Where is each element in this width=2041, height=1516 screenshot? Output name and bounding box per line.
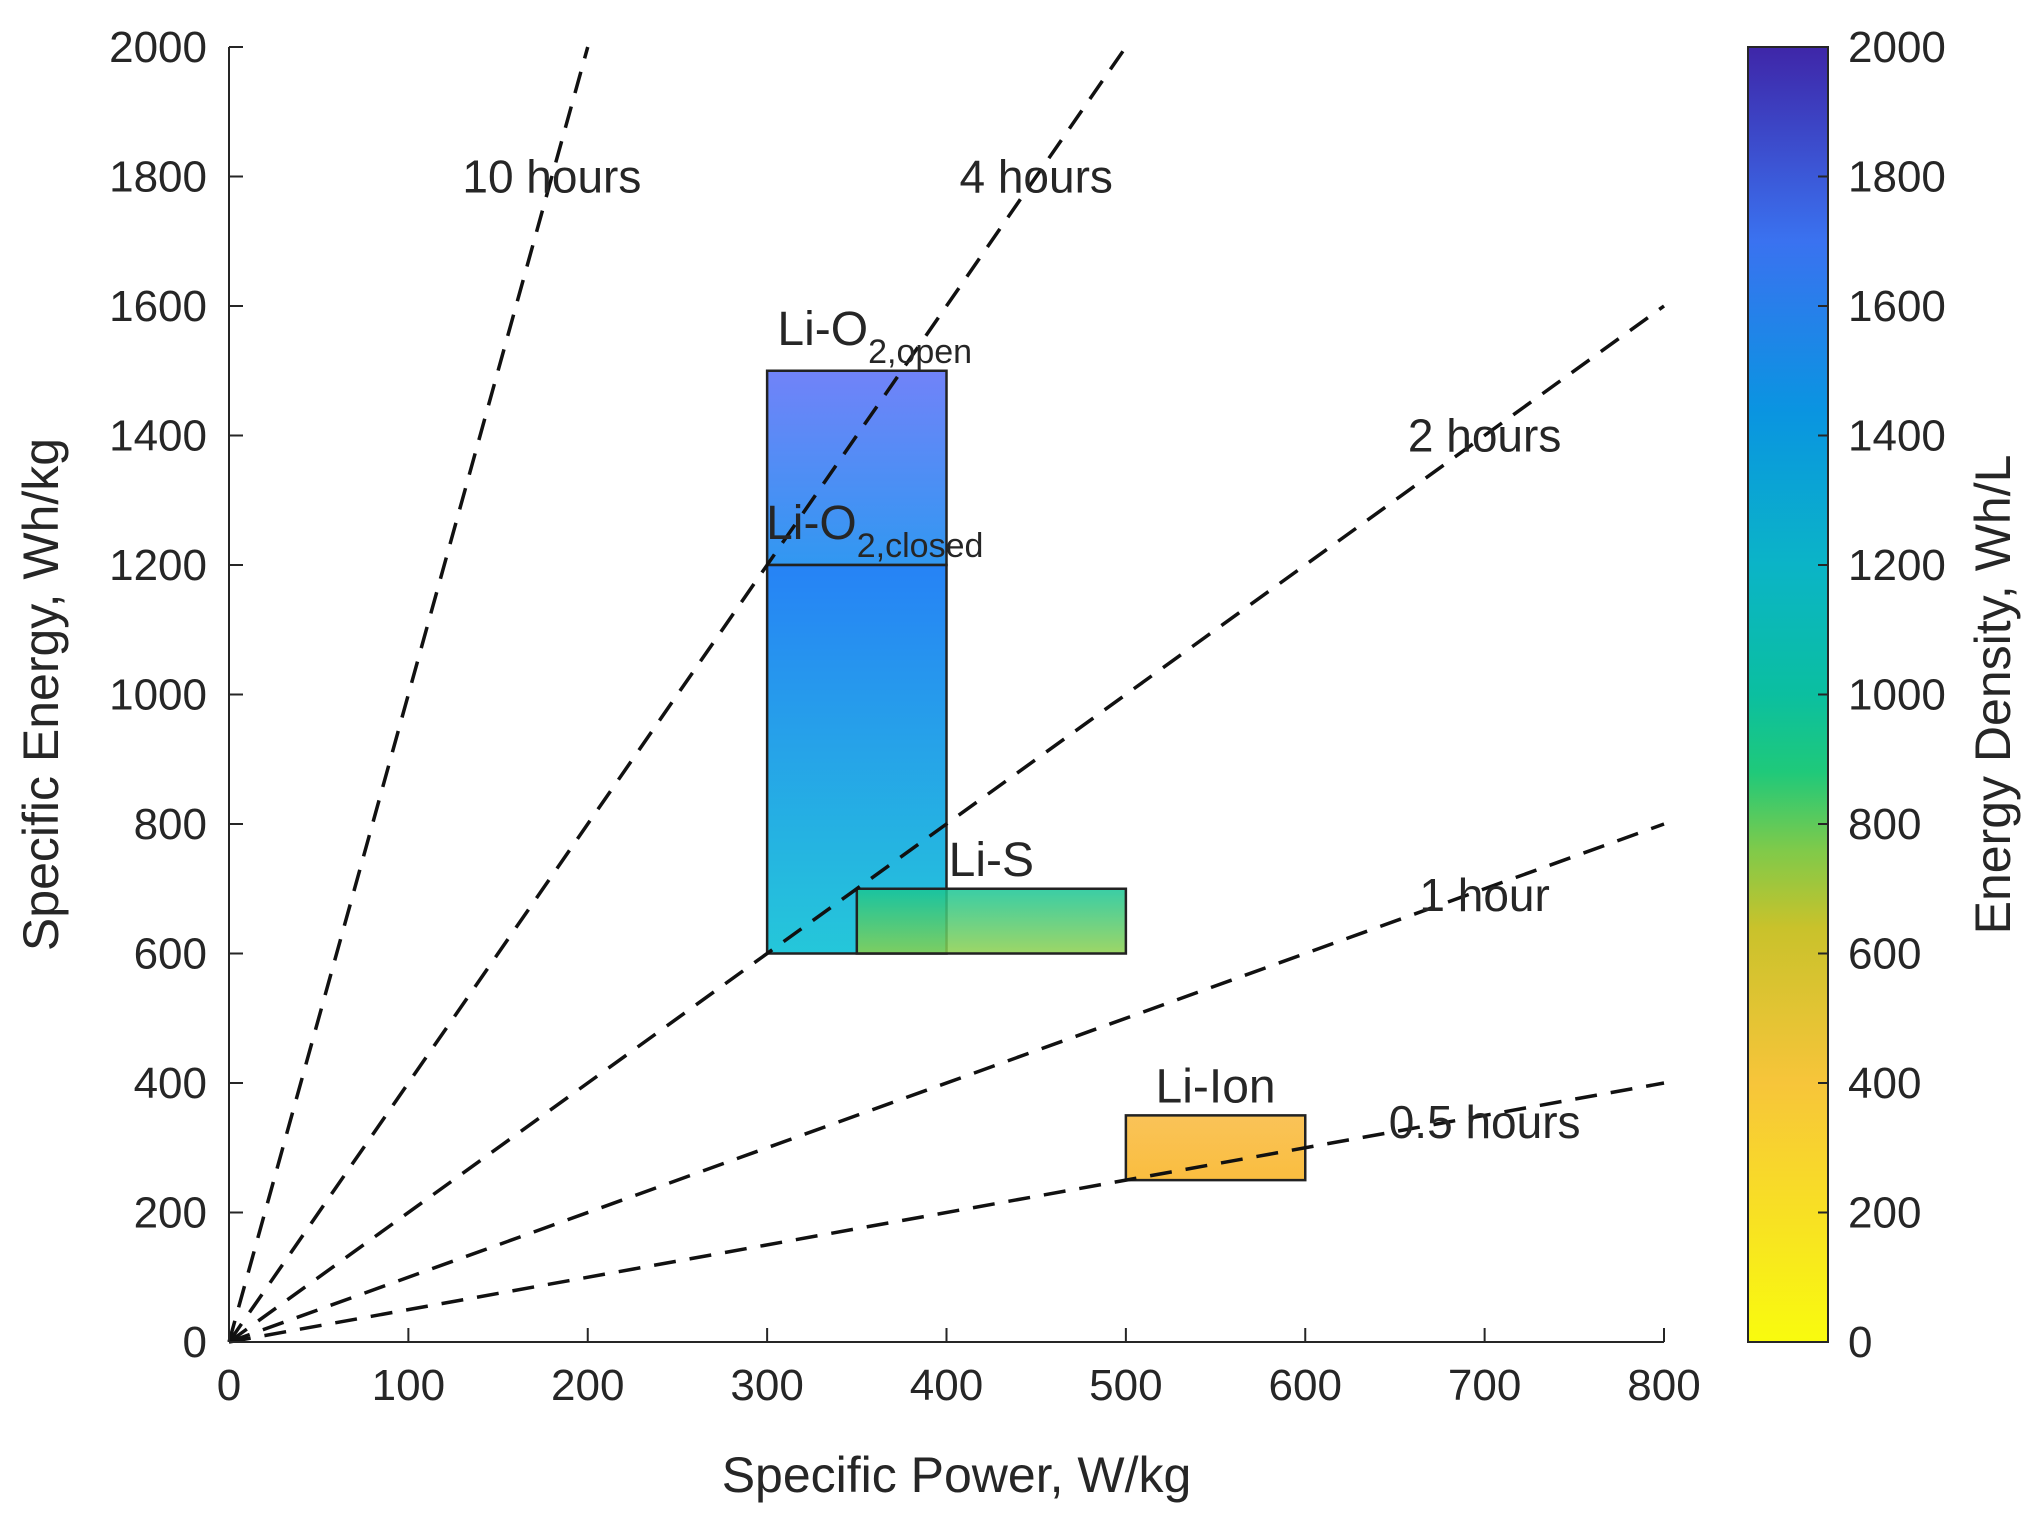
label-li-o2-open: Li-O2,open xyxy=(777,303,972,371)
axes: 0 100 200 300 400 500 600 700 800 0 200 400 600 800 10… xyxy=(13,23,1701,1503)
time-line-0 xyxy=(227,46,590,1343)
colorbar-tick-label: 1800 xyxy=(1848,153,1946,202)
colorbar-gradient xyxy=(1747,46,1829,1343)
y-tick-label: 0 xyxy=(183,1318,207,1367)
y-tick-label: 1600 xyxy=(109,282,207,331)
colorbar: 0 200 400 600 800 1000 1200 1400 1600 1800 2000 Ene… xyxy=(1747,23,2021,1367)
y-tick-label: 2000 xyxy=(109,23,207,72)
time-line-label-3: 1 hour xyxy=(1419,869,1549,921)
time-line-3 xyxy=(228,822,1665,1344)
label-li-ion: Li-Ion xyxy=(1156,1060,1276,1113)
colorbar-tick-label: 0 xyxy=(1848,1318,1872,1367)
y-tick-label: 400 xyxy=(134,1059,207,1108)
time-lines xyxy=(227,46,1666,1344)
time-line-label-4: 0.5 hours xyxy=(1389,1096,1581,1148)
technology-boxes xyxy=(765,369,1307,1182)
x-tick-label: 500 xyxy=(1089,1361,1162,1410)
colorbar-tick-label: 200 xyxy=(1848,1189,1921,1238)
time-line-label-1: 4 hours xyxy=(959,151,1112,203)
time-line-label-0: 10 hours xyxy=(462,151,641,203)
colorbar-tick-label: 800 xyxy=(1848,800,1921,849)
x-tick-label: 700 xyxy=(1448,1361,1521,1410)
colorbar-tick-label: 2000 xyxy=(1848,23,1946,72)
label-li-o2-closed-name: Li-O xyxy=(766,497,857,550)
x-tick-label: 800 xyxy=(1627,1361,1700,1410)
x-tick-label: 0 xyxy=(217,1361,241,1410)
x-tick-label: 200 xyxy=(551,1361,624,1410)
y-tick-label: 1200 xyxy=(109,541,207,590)
label-li-o2-open-sub: 2,open xyxy=(868,333,972,371)
label-li-o2-closed: Li-O2,closed xyxy=(766,497,983,565)
label-li-s: Li-S xyxy=(949,834,1034,887)
annotations: 10 hours 4 hours 2 hours 1 hour 0.5 hours Li-… xyxy=(462,151,1580,1148)
x-tick-label: 100 xyxy=(372,1361,445,1410)
box-li-o2-open xyxy=(765,369,948,567)
box-li-s xyxy=(855,887,1128,955)
x-tick-label: 400 xyxy=(910,1361,983,1410)
y-tick-label: 1400 xyxy=(109,412,207,461)
y-tick-label: 200 xyxy=(134,1189,207,1238)
label-li-o2-open-name: Li-O xyxy=(777,303,868,356)
time-line-1 xyxy=(227,46,1128,1343)
colorbar-tick-label: 1000 xyxy=(1848,671,1946,720)
label-li-s-name: Li-S xyxy=(949,834,1034,887)
colorbar-tick-label: 600 xyxy=(1848,930,1921,979)
y-tick-label: 800 xyxy=(134,800,207,849)
colorbar-tick-label: 400 xyxy=(1848,1059,1921,1108)
y-tick-label: 1800 xyxy=(109,153,207,202)
colorbar-tick-label: 1600 xyxy=(1848,282,1946,331)
y-tick-label: 1000 xyxy=(109,671,207,720)
colorbar-title: Energy Density, Wh/L xyxy=(1965,455,2021,935)
label-li-ion-name: Li-Ion xyxy=(1156,1060,1276,1113)
time-line-label-2: 2 hours xyxy=(1408,410,1561,462)
colorbar-tick-label: 1200 xyxy=(1848,541,1946,590)
x-tick-label: 300 xyxy=(730,1361,803,1410)
time-line-4 xyxy=(228,1081,1665,1344)
colorbar-tick-label: 1400 xyxy=(1848,412,1946,461)
time-line-2 xyxy=(227,304,1666,1344)
box-li-ion xyxy=(1124,1114,1307,1182)
x-tick-label: 600 xyxy=(1269,1361,1342,1410)
x-axis-title: Specific Power, W/kg xyxy=(722,1447,1192,1503)
label-li-o2-closed-sub: 2,closed xyxy=(857,527,984,565)
y-tick-label: 600 xyxy=(134,930,207,979)
y-axis-title: Specific Energy, Wh/kg xyxy=(13,438,69,951)
